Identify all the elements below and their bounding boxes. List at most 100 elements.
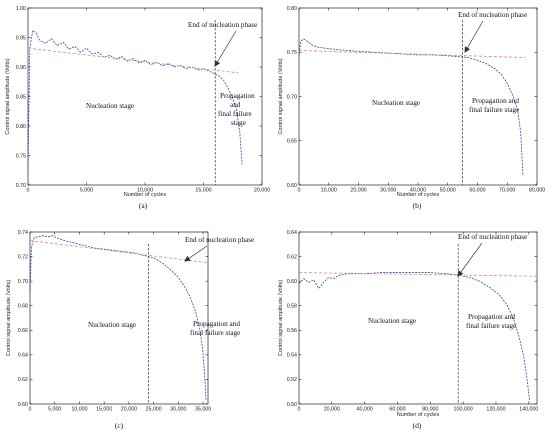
y-tick-label: 0.95 — [16, 35, 26, 41]
y-tick-label: 0.68 — [18, 304, 28, 310]
y-tick-label: 0.62 — [287, 254, 297, 260]
propagation-label-line2: and — [230, 101, 241, 109]
end-nucleation-annotation: End of nucleation phase — [458, 233, 527, 241]
y-tick-label: 0.50 — [287, 402, 297, 408]
x-tick-label: 20,000 — [324, 407, 340, 413]
x-tick-label: 0 — [298, 188, 301, 194]
x-tick-label: 10,000 — [71, 407, 87, 413]
propagation-label-line2: final failure stage — [466, 322, 516, 330]
plot-frame — [29, 231, 209, 405]
signal-series-line — [29, 235, 207, 401]
panel-label: (b) — [413, 201, 422, 210]
x-tick-label: 5,000 — [80, 188, 93, 194]
trend-line — [298, 50, 526, 58]
y-axis-title: Control signal amplitude (Volts) — [278, 280, 284, 356]
x-axis-title: Number of cycles — [124, 192, 167, 198]
y-tick-label: 0.80 — [287, 6, 297, 12]
y-tick-label: 0.52 — [287, 377, 297, 383]
x-tick-label: 60,000 — [469, 188, 485, 194]
nucleation-stage-label: Nucleation stage — [86, 102, 134, 110]
x-tick-label: 40,000 — [410, 188, 426, 194]
y-tick-label: 0.85 — [16, 94, 26, 100]
panel-label: (c) — [115, 421, 124, 430]
x-tick-label: 20,000 — [350, 188, 366, 194]
chart-panel-b: 0.60 0.65 0.70 0.75 0.80 0 10,000 20,000 30,000… — [278, 6, 545, 210]
x-tick-label: 25,000 — [146, 407, 162, 413]
chart-panel-a: 0.70 0.75 0.80 0.85 0.90 0.95 1.00 0 5,000 10,00… — [5, 6, 270, 210]
y-tick-label: 0.60 — [287, 183, 297, 189]
x-tick-label: 20,000 — [254, 188, 270, 194]
y-tick-label: 0.60 — [18, 402, 28, 408]
x-tick-label: 15,000 — [96, 407, 112, 413]
x-tick-label: 40,000 — [357, 407, 373, 413]
x-tick-label: 10,000 — [321, 188, 337, 194]
chart-panel-c: 0.60 0.62 0.64 0.66 0.68 0.70 0.72 0.74 0 5,000 1… — [6, 230, 254, 430]
x-tick-label: 0 — [27, 188, 30, 194]
annotation-arrow — [464, 20, 484, 53]
y-tick-label: 0.75 — [16, 153, 26, 159]
x-tick-label: 20,000 — [121, 407, 137, 413]
y-tick-label: 0.75 — [287, 50, 297, 56]
propagation-label-line1: Propagation — [220, 92, 255, 100]
end-nucleation-annotation: End of nucleation phase — [188, 21, 257, 29]
y-tick-label: 0.54 — [287, 353, 297, 359]
y-tick-label: 0.58 — [287, 304, 297, 310]
x-tick-label: 100,000 — [454, 407, 473, 413]
plot-frame — [298, 231, 538, 405]
nucleation-stage-label: Nucleation stage — [372, 99, 420, 107]
x-tick-label: 30,000 — [170, 407, 186, 413]
end-nucleation-annotation: End of nucleation phase — [458, 11, 527, 19]
propagation-label-line4: stage — [231, 119, 246, 127]
y-axis-title: Control signal amplitude (Volts) — [6, 280, 12, 356]
y-axis-title: Control signal amplitude (Volts) — [5, 58, 11, 134]
propagation-label-line1: Propagation and — [472, 97, 519, 105]
y-tick-label: 0.66 — [18, 328, 28, 334]
x-tick-label: 5,000 — [48, 407, 61, 413]
x-tick-label: 70,000 — [499, 188, 515, 194]
trend-line — [27, 47, 239, 74]
y-tick-label: 0.90 — [16, 65, 26, 71]
y-tick-label: 0.65 — [287, 139, 297, 145]
panel-label: (a) — [139, 201, 148, 210]
y-tick-label: 0.72 — [18, 254, 28, 260]
propagation-label-line3: final failure — [218, 110, 252, 118]
x-tick-label: 35,000 — [195, 407, 211, 413]
propagation-label-line1: Propagation and — [193, 320, 240, 328]
propagation-label-line2: final failure stage — [190, 329, 240, 337]
x-tick-label: 80,000 — [529, 188, 545, 194]
x-tick-label: 80,000 — [422, 407, 438, 413]
propagation-label-line2: final failure stage — [469, 106, 519, 114]
panel-label: (d) — [413, 421, 422, 430]
y-tick-label: 0.62 — [18, 377, 28, 383]
y-tick-label: 0.70 — [287, 94, 297, 100]
annotation-arrow — [184, 245, 208, 262]
y-tick-label: 1.00 — [16, 6, 26, 12]
end-nucleation-annotation: End of nucleation phase — [185, 236, 254, 244]
x-tick-label: 60,000 — [389, 407, 405, 413]
propagation-label-line1: Propagation and — [468, 313, 515, 321]
annotation-arrow — [457, 242, 483, 277]
y-tick-label: 0.80 — [16, 124, 26, 130]
y-axis-title: Control signal amplitude (Volts) — [278, 58, 284, 134]
annotation-arrow — [214, 30, 237, 67]
x-axis-title: Number of cycles — [397, 192, 440, 198]
x-tick-label: 50,000 — [440, 188, 456, 194]
signal-series-line — [298, 272, 531, 402]
x-tick-label: 10,000 — [137, 188, 153, 194]
y-tick-label: 0.64 — [18, 353, 28, 359]
x-axis-title: Number of cycles — [397, 412, 440, 418]
y-tick-label: 0.60 — [287, 279, 297, 285]
x-tick-label: 15,000 — [195, 188, 211, 194]
x-tick-label: 30,000 — [380, 188, 396, 194]
chart-panel-d: 0.50 0.52 0.54 0.56 0.58 0.60 0.62 0.64 0 20,000… — [278, 230, 538, 430]
nucleation-stage-label: Nucleation stage — [368, 317, 416, 325]
y-tick-label: 0.56 — [287, 328, 297, 334]
x-tick-label: 0 — [29, 407, 32, 413]
y-tick-label: 0.70 — [16, 183, 26, 189]
signal-series-line — [298, 38, 524, 177]
signal-series-line — [27, 29, 243, 174]
y-tick-label: 0.70 — [18, 279, 28, 285]
y-tick-label: 0.64 — [287, 230, 297, 236]
x-tick-label: 140,000 — [519, 407, 538, 413]
